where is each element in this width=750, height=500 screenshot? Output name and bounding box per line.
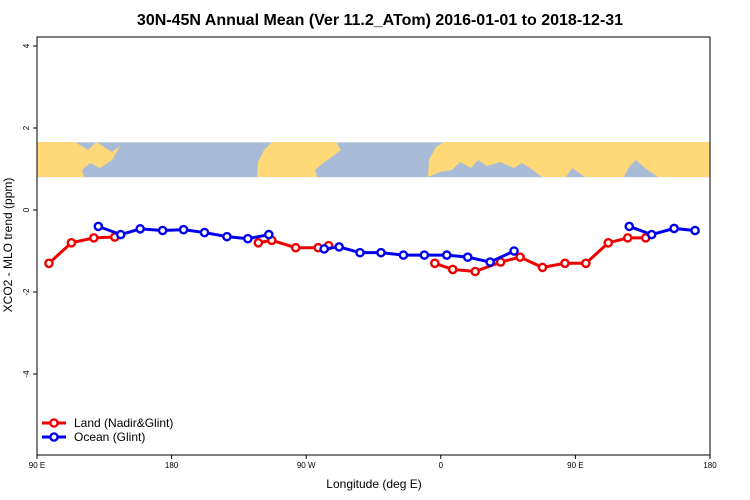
world-map-band [37, 142, 710, 178]
chart-title: 30N-45N Annual Mean (Ver 11.2_ATom) 2016… [137, 12, 623, 29]
legend-label: Ocean (Glint) [74, 430, 145, 444]
data-point [115, 229, 126, 240]
data-point [441, 250, 452, 260]
data-point [603, 237, 614, 248]
data-point [178, 224, 189, 235]
y-tick-label: -2 [22, 288, 31, 296]
map-landmass [428, 142, 710, 177]
data-point [509, 246, 519, 256]
map-landmass [257, 142, 341, 177]
data-point [560, 258, 570, 269]
y-tick-label: 0 [22, 207, 31, 212]
data-point [470, 266, 480, 277]
data-point [157, 225, 168, 236]
data-point [537, 262, 548, 273]
series-line [628, 224, 696, 237]
legend-marker [49, 432, 59, 442]
x-tick-label: 90 E [29, 461, 45, 470]
data-point [66, 237, 77, 248]
series-layer [44, 221, 700, 277]
x-tick-label: 0 [439, 461, 444, 470]
data-point [581, 258, 591, 269]
series-ocean [93, 221, 700, 267]
data-point [319, 244, 329, 254]
plot-frame [36, 36, 711, 456]
x-axis-label: Longitude (deg E) [326, 477, 421, 491]
legend-label: Land (Nadir&Glint) [74, 416, 173, 430]
data-point [419, 250, 430, 260]
data-point [199, 227, 210, 238]
data-point [398, 250, 409, 260]
x-tick-label: 90 E [567, 461, 583, 470]
data-point [646, 229, 657, 240]
legend: Land (Nadir&Glint)Ocean (Glint) [42, 416, 173, 444]
x-tick-label: 90 W [297, 461, 316, 470]
data-point [430, 258, 440, 269]
data-point [515, 252, 525, 262]
data-point [355, 247, 365, 258]
data-point [622, 233, 633, 243]
data-point [89, 233, 99, 243]
data-point [376, 247, 386, 258]
data-point [264, 229, 274, 240]
series-line [323, 245, 515, 264]
x-tick-label: 180 [703, 461, 717, 470]
data-point [447, 264, 458, 275]
x-axis: 90 E 180 90 W 0 90 E 180 [29, 455, 717, 470]
data-point [253, 237, 264, 248]
y-tick-label: 4 [22, 43, 31, 48]
legend-marker [49, 418, 59, 428]
data-point [669, 223, 679, 234]
data-point [624, 221, 635, 232]
series-land [44, 232, 651, 277]
data-point [93, 221, 104, 232]
data-point [290, 242, 301, 253]
data-point [44, 258, 54, 269]
data-point [690, 225, 700, 236]
y-axis-label: XCO2 - MLO trend (ppm) [1, 178, 15, 313]
data-point [243, 233, 253, 244]
y-tick-label: -4 [22, 370, 31, 378]
y-tick-label: 2 [22, 125, 31, 130]
y-axis: 4 2 0 -2 -4 [22, 43, 37, 378]
series-line [47, 235, 115, 265]
data-point [485, 257, 495, 267]
data-point [135, 224, 145, 234]
data-point [222, 231, 232, 242]
x-tick-label: 180 [165, 461, 179, 470]
data-point [334, 242, 344, 252]
data-point [462, 252, 473, 262]
map-landmass [37, 142, 120, 177]
